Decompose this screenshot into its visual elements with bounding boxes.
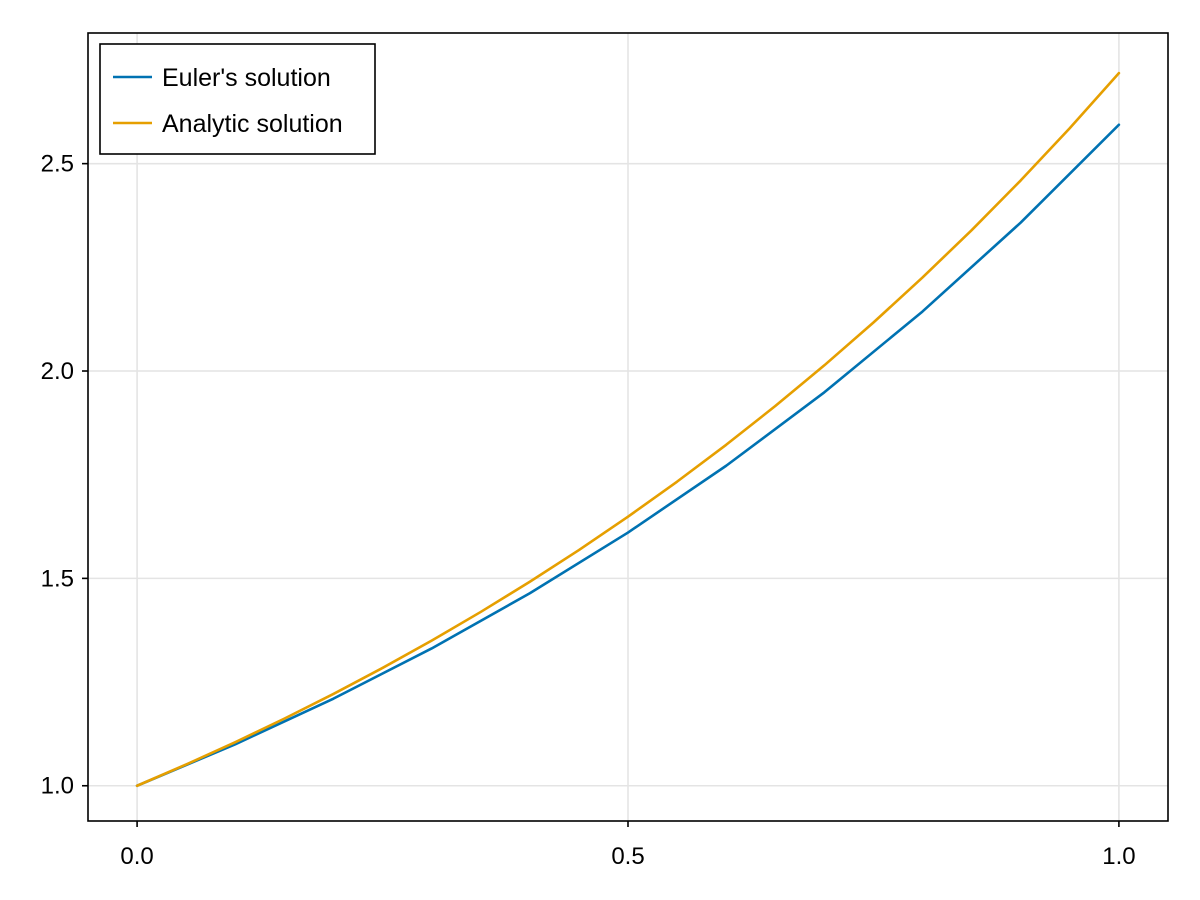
series-line-euler xyxy=(135,123,1121,788)
x-tick-label: 1.0 xyxy=(1102,843,1135,870)
y-tick-label: 2.5 xyxy=(41,151,74,178)
y-tick-label: 1.5 xyxy=(41,565,74,592)
series-layer xyxy=(135,71,1121,788)
grid-layer xyxy=(88,33,1168,821)
legend-box xyxy=(99,43,376,155)
x-tick-label: 0.5 xyxy=(611,843,644,870)
legend-label: Euler's solution xyxy=(162,64,331,92)
y-tick-label: 1.0 xyxy=(41,773,74,800)
legend-label: Analytic solution xyxy=(162,110,343,138)
y-tick-label: 2.0 xyxy=(41,358,74,385)
x-tick-label: 0.0 xyxy=(120,843,153,870)
series-line-analytic xyxy=(135,71,1121,788)
legend: Euler's solution Analytic solution xyxy=(99,43,376,155)
tick-layer: 0.0 0.5 1.0 1.0 1.5 2.0 2.5 xyxy=(41,151,1136,870)
